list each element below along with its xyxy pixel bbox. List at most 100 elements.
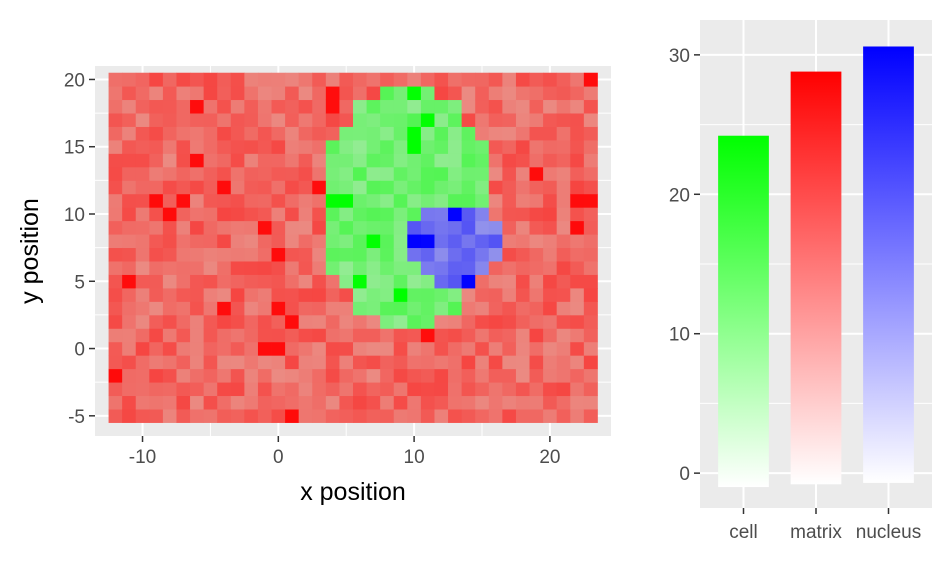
matrix-tile bbox=[176, 153, 191, 168]
matrix-tile bbox=[271, 261, 286, 275]
matrix-tile bbox=[515, 328, 530, 343]
matrix-tile bbox=[515, 382, 530, 397]
matrix-tile bbox=[529, 207, 544, 222]
matrix-tile bbox=[529, 166, 544, 181]
matrix-tile bbox=[271, 247, 286, 262]
matrix-tile bbox=[515, 140, 530, 154]
nucleus-tile bbox=[461, 274, 476, 289]
matrix-tile bbox=[448, 382, 463, 397]
heatmap-x-tick-label: -10 bbox=[129, 447, 156, 468]
heatmap-y-tick-label: 0 bbox=[74, 340, 85, 361]
nucleus-tile bbox=[420, 261, 435, 275]
matrix-tile bbox=[298, 140, 313, 154]
matrix-tile bbox=[583, 409, 598, 423]
matrix-tile bbox=[434, 341, 449, 356]
matrix-tile bbox=[502, 247, 517, 262]
matrix-tile bbox=[556, 288, 571, 302]
nucleus-tile bbox=[461, 234, 476, 249]
matrix-tile bbox=[203, 274, 218, 289]
matrix-tile bbox=[502, 274, 517, 289]
matrix-tile bbox=[325, 355, 340, 370]
matrix-tile bbox=[515, 314, 530, 329]
matrix-tile bbox=[339, 409, 354, 423]
matrix-tile bbox=[298, 193, 313, 208]
matrix-tile bbox=[217, 341, 232, 356]
matrix-tile bbox=[271, 126, 286, 141]
matrix-tile bbox=[570, 166, 585, 181]
matrix-tile bbox=[407, 409, 422, 423]
matrix-tile bbox=[298, 166, 313, 181]
cell-tile bbox=[434, 166, 449, 181]
bar-cell bbox=[718, 135, 769, 488]
matrix-tile bbox=[353, 314, 367, 329]
matrix-tile bbox=[570, 395, 585, 410]
cell-tile bbox=[325, 180, 340, 195]
matrix-tile bbox=[162, 247, 177, 262]
matrix-tile bbox=[108, 368, 123, 383]
matrix-tile bbox=[230, 99, 245, 114]
matrix-tile bbox=[502, 220, 517, 235]
matrix-tile bbox=[366, 328, 381, 343]
matrix-tile bbox=[149, 247, 164, 262]
matrix-tile bbox=[176, 328, 191, 343]
matrix-tile bbox=[570, 99, 585, 114]
matrix-tile bbox=[244, 207, 259, 222]
matrix-tile bbox=[583, 126, 598, 141]
matrix-tile bbox=[420, 72, 435, 87]
matrix-tile bbox=[475, 86, 490, 101]
matrix-tile bbox=[285, 113, 300, 127]
matrix-tile bbox=[203, 355, 218, 370]
matrix-tile bbox=[583, 314, 598, 329]
matrix-tile bbox=[583, 113, 598, 127]
matrix-tile bbox=[162, 207, 177, 222]
matrix-tile bbox=[366, 395, 381, 410]
matrix-tile bbox=[135, 355, 150, 370]
matrix-tile bbox=[285, 355, 300, 370]
matrix-tile bbox=[434, 409, 449, 423]
matrix-tile bbox=[162, 355, 177, 370]
matrix-tile bbox=[135, 72, 150, 87]
matrix-tile bbox=[515, 180, 530, 195]
matrix-tile bbox=[339, 86, 354, 101]
cell-tile bbox=[407, 301, 422, 316]
matrix-tile bbox=[325, 113, 340, 127]
heatmap-x-axis-ticks: -10 0 10 20 bbox=[129, 436, 560, 468]
matrix-tile bbox=[122, 368, 137, 383]
matrix-tile bbox=[135, 288, 150, 302]
cell-tile bbox=[461, 153, 476, 168]
matrix-tile bbox=[380, 341, 395, 356]
matrix-tile bbox=[271, 314, 286, 329]
matrix-tile bbox=[298, 409, 313, 423]
matrix-tile bbox=[325, 314, 340, 329]
matrix-tile bbox=[515, 113, 530, 127]
matrix-tile bbox=[515, 153, 530, 168]
matrix-tile bbox=[461, 328, 476, 343]
matrix-tile bbox=[298, 341, 313, 356]
matrix-tile bbox=[556, 220, 571, 235]
cell-tile bbox=[448, 140, 463, 154]
matrix-tile bbox=[380, 382, 395, 397]
matrix-tile bbox=[162, 301, 177, 316]
bar-y-tick-label: 0 bbox=[679, 464, 690, 485]
matrix-tile bbox=[230, 274, 245, 289]
cell-tile bbox=[407, 207, 422, 222]
matrix-tile bbox=[285, 86, 300, 101]
matrix-tile bbox=[285, 153, 300, 168]
matrix-tile bbox=[135, 86, 150, 101]
cell-tile bbox=[380, 274, 395, 289]
cell-tile bbox=[393, 86, 408, 101]
cell-tile bbox=[353, 166, 367, 181]
matrix-tile bbox=[176, 409, 191, 423]
matrix-tile bbox=[461, 341, 476, 356]
matrix-tile bbox=[556, 126, 571, 141]
cell-tile bbox=[393, 180, 408, 195]
matrix-tile bbox=[217, 86, 232, 101]
nucleus-tile bbox=[434, 247, 449, 262]
matrix-tile bbox=[285, 409, 300, 423]
matrix-tile bbox=[176, 274, 191, 289]
matrix-tile bbox=[122, 341, 137, 356]
matrix-tile bbox=[339, 368, 354, 383]
matrix-tile bbox=[122, 193, 137, 208]
matrix-tile bbox=[515, 395, 530, 410]
matrix-tile bbox=[149, 368, 164, 383]
